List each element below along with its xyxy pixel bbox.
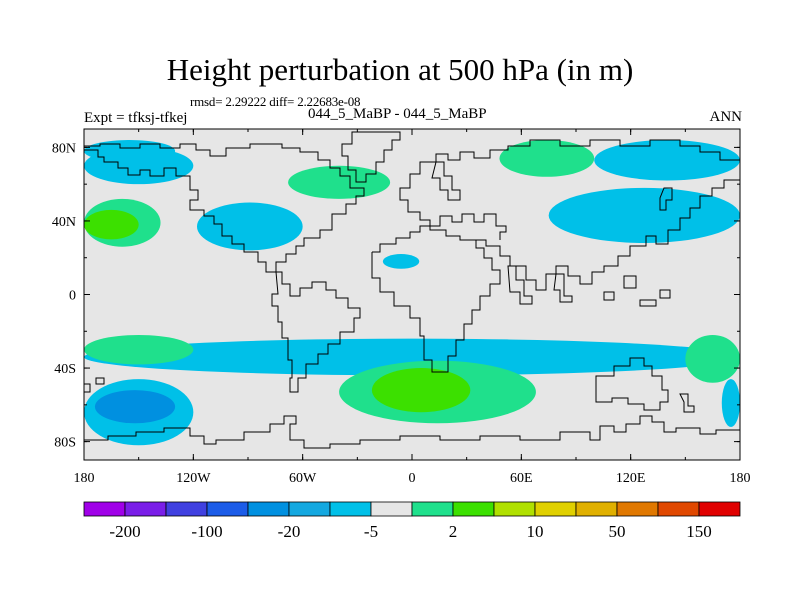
colorbar-swatch <box>575 501 618 517</box>
colorbar-label: 50 <box>609 522 626 541</box>
colorbar-swatch <box>165 501 208 517</box>
colorbar-swatch <box>124 501 167 517</box>
coastline-scandinavia <box>431 161 461 201</box>
lat-tick-label: 80N <box>52 141 76 156</box>
coastline-new-zealand <box>679 393 695 413</box>
anomaly-sw-pacific-positive <box>84 334 194 365</box>
colorbar-swatch <box>452 501 495 517</box>
colorbar-swatch <box>370 501 413 517</box>
colorbar-swatch <box>698 501 741 517</box>
colorbar-label: 150 <box>686 522 712 541</box>
lat-tick-label: 80S <box>54 436 76 451</box>
plot-title: Height perturbation at 500 hPa (in m) <box>166 52 634 87</box>
anomaly-south-pacific-negative-core <box>94 390 176 424</box>
colorbar-swatch <box>616 501 659 517</box>
anomaly-arctic-band-east <box>594 140 740 181</box>
anomaly-asia-pacific-negative <box>548 187 740 244</box>
anomaly-arctic-band-west <box>84 147 194 185</box>
anomaly-south-atlantic-positive-core <box>371 368 471 413</box>
lon-tick-label: 0 <box>409 471 416 486</box>
coastline-japan <box>659 187 673 211</box>
anomaly-southern-band-negative <box>84 338 740 376</box>
colorbar-label: 10 <box>527 522 544 541</box>
lat-tick-label: 0 <box>69 289 76 304</box>
anomaly-siberia-positive <box>499 140 595 177</box>
colorbar-swatch <box>83 501 126 517</box>
colorbar-swatch <box>411 501 454 517</box>
coastline-australia <box>595 357 669 411</box>
coastline-eurasia-africa <box>371 139 740 373</box>
stats-line: rmsd= 2.29222 diff= 2.22683e-08 <box>190 94 361 109</box>
experiment-label: Expt = tfksj-tfkej <box>84 110 188 126</box>
lon-tick-label: 60E <box>510 471 533 486</box>
anomaly-fields <box>84 140 740 446</box>
colorbar-swatch <box>206 501 249 517</box>
colorbar-swatch <box>657 501 700 517</box>
lon-tick-label: 180 <box>730 471 751 486</box>
coastline-greenland <box>341 131 401 183</box>
coastline-south-america <box>271 271 361 393</box>
coastline-north-america <box>84 143 365 273</box>
lat-tick-label: 40S <box>54 362 76 377</box>
anomaly-mediterranean-negative <box>382 254 420 269</box>
colorbar-label: -20 <box>278 522 301 541</box>
coastline-south-asia <box>507 265 573 305</box>
colorbar-label: -100 <box>191 522 222 541</box>
latitude-axis: 80N 40N 0 40S 80S <box>52 141 740 451</box>
anomaly-npac-positive-core <box>84 209 139 240</box>
anomaly-north-atlantic-positive <box>288 165 391 199</box>
season-label: ANN <box>709 109 743 125</box>
colorbar-label: 2 <box>449 522 458 541</box>
lat-tick-label: 40N <box>52 215 76 230</box>
colorbar-swatch <box>493 501 536 517</box>
colorbar-swatch <box>247 501 290 517</box>
coastline-south-pacific-islands <box>84 377 105 393</box>
coastline-mediterranean <box>432 213 507 240</box>
lon-tick-label: 120W <box>176 471 211 486</box>
colorbar-label: -5 <box>364 522 378 541</box>
coastlines <box>84 131 740 449</box>
lon-tick-label: 120E <box>616 471 646 486</box>
anomaly-south-indian-negative <box>721 379 740 427</box>
coastline-antarctica <box>84 415 740 449</box>
lon-tick-label: 180 <box>74 471 95 486</box>
colorbar-swatch <box>534 501 577 517</box>
longitude-axis: 180 120W 60W 0 60E 120E 180 <box>74 129 751 486</box>
colorbar: -200 -100 -20 -5 2 10 50 150 <box>83 501 741 541</box>
colorbar-label: -200 <box>109 522 140 541</box>
anomaly-south-indian-positive <box>685 334 740 383</box>
lon-tick-label: 60W <box>289 471 317 486</box>
case-label: 044_5_MaBP - 044_5_MaBP <box>308 106 487 122</box>
anomaly-north-america-negative <box>196 202 303 251</box>
colorbar-swatch <box>329 501 372 517</box>
colorbar-swatch <box>288 501 331 517</box>
coastline-maritime-asia <box>603 275 671 307</box>
